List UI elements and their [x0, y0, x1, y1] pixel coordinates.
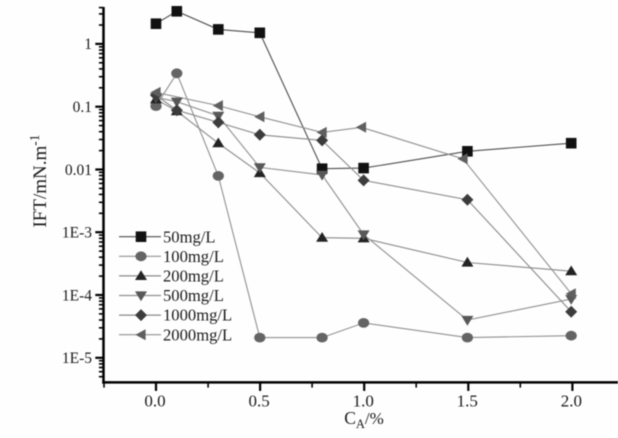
svg-text:1: 1	[84, 36, 92, 53]
svg-text:0.0: 0.0	[144, 392, 165, 411]
svg-text:200mg/L: 200mg/L	[163, 267, 224, 286]
svg-text:1.5: 1.5	[457, 392, 478, 411]
svg-text:CA/%: CA/%	[344, 408, 384, 431]
svg-text:1E-4: 1E-4	[62, 287, 92, 304]
svg-text:1000mg/L: 1000mg/L	[163, 306, 232, 325]
svg-text:0.1: 0.1	[73, 99, 92, 116]
svg-text:0.01: 0.01	[65, 162, 92, 179]
svg-text:1E-5: 1E-5	[62, 350, 92, 367]
svg-text:1E-3: 1E-3	[62, 225, 92, 242]
svg-text:100mg/L: 100mg/L	[163, 247, 224, 266]
svg-text:2.0: 2.0	[561, 392, 582, 411]
svg-text:50mg/L: 50mg/L	[163, 227, 216, 246]
svg-text:500mg/L: 500mg/L	[163, 286, 224, 305]
svg-text:1.0: 1.0	[353, 392, 374, 411]
svg-text:2000mg/L: 2000mg/L	[163, 325, 232, 344]
svg-text:IFT/mN.m-1: IFT/mN.m-1	[27, 134, 51, 227]
svg-text:0.5: 0.5	[248, 392, 269, 411]
